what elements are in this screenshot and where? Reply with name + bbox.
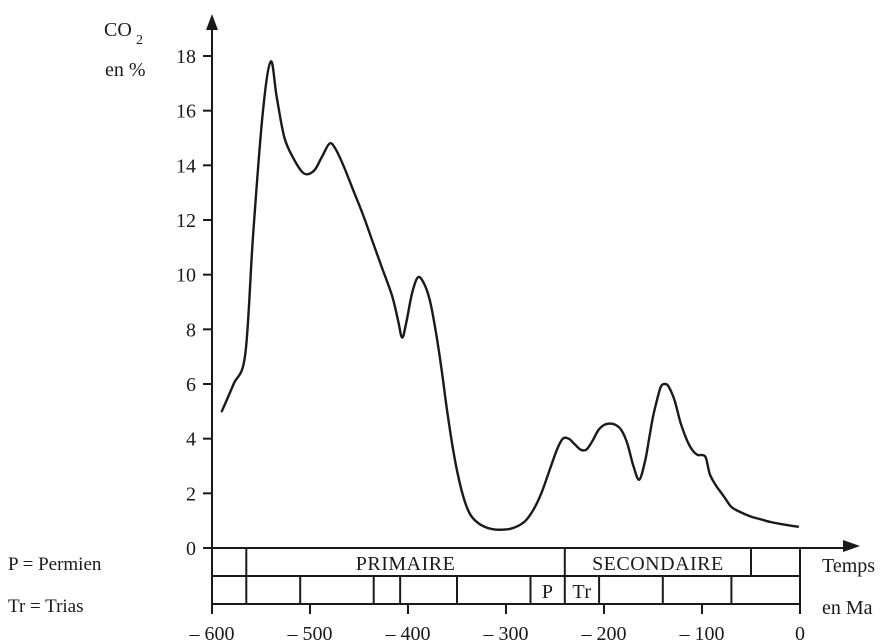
y-tick-label: 16: [176, 101, 196, 123]
x-tick-label: – 500: [287, 623, 333, 642]
co2-series-line: [220, 60, 800, 531]
era-label: PRIMAIRE: [356, 553, 456, 575]
x-tick-label: – 100: [679, 623, 725, 642]
legend-trias: Tr = Trias: [8, 596, 84, 617]
x-axis-title-unit: en Ma: [822, 597, 873, 619]
period-label: P: [542, 581, 554, 603]
y-tick-label: 18: [176, 46, 196, 68]
x-tick-label: – 200: [581, 623, 627, 642]
period-label: Tr: [572, 581, 591, 603]
y-tick-label: 4: [186, 429, 196, 451]
y-axis-title-unit: en %: [105, 59, 146, 81]
y-tick-label: 14: [176, 155, 196, 177]
era-label: SECONDAIRE: [592, 553, 724, 575]
x-tick-label: – 400: [385, 623, 431, 642]
x-tick-label: 0: [795, 623, 805, 642]
y-axis-arrow: [206, 14, 218, 30]
y-axis-title-subscript: 2: [136, 33, 143, 48]
x-axis-title-temps: Temps: [822, 555, 875, 577]
x-tick-label: – 300: [483, 623, 529, 642]
y-tick-label: 8: [186, 319, 196, 341]
x-axis-arrow: [843, 540, 860, 552]
x-tick-label: – 600: [189, 623, 235, 642]
y-tick-label: 10: [176, 265, 196, 287]
y-tick-label: 6: [186, 374, 196, 396]
y-tick-label: 12: [176, 210, 196, 232]
y-axis-title-co: CO: [104, 19, 132, 41]
legend-permien: P = Permien: [8, 554, 102, 575]
y-tick-label: 0: [186, 538, 196, 560]
y-tick-label: 2: [186, 483, 196, 505]
